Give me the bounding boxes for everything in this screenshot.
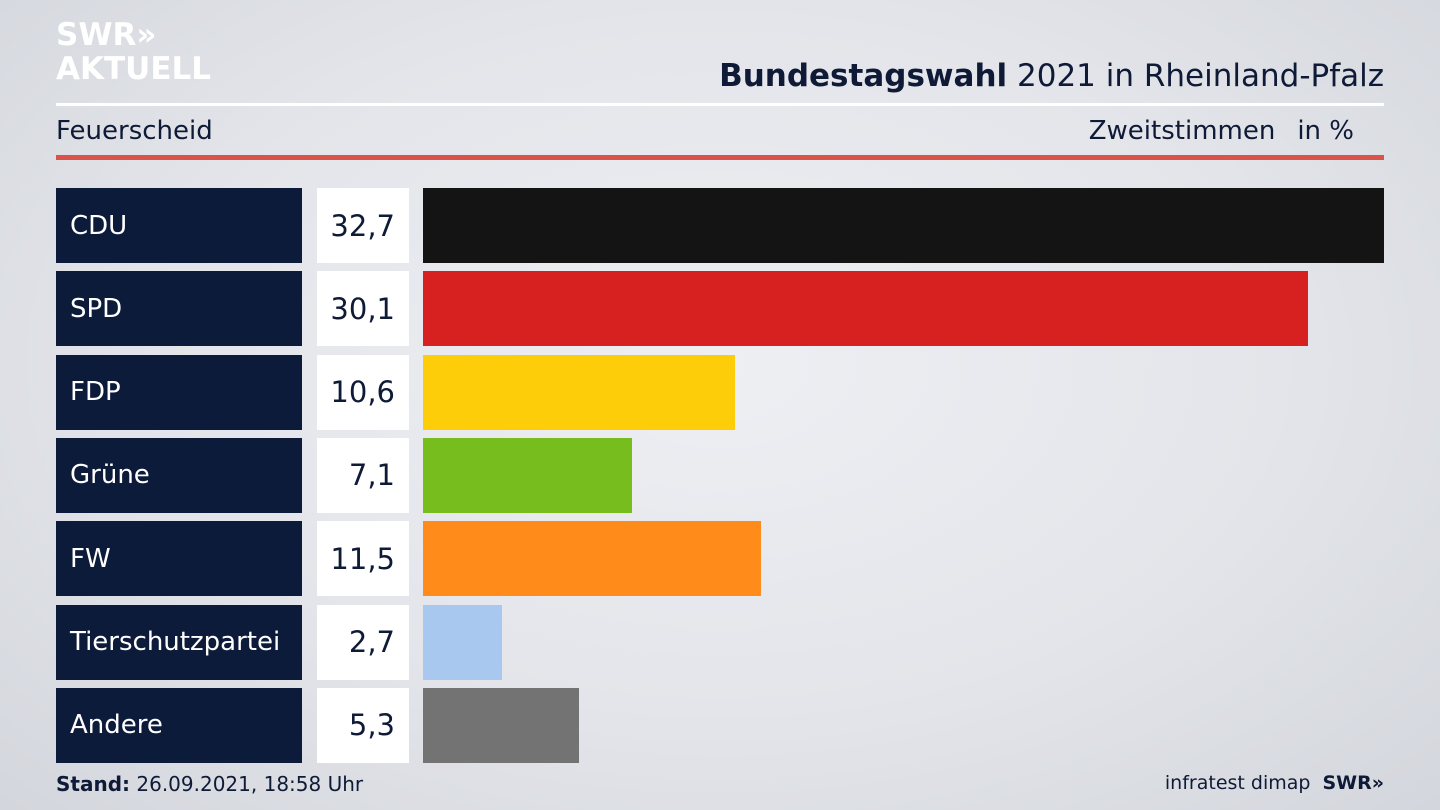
swr-aktuell-logo: SWR» AKTUELL bbox=[56, 18, 211, 86]
category-label: Grüne bbox=[56, 437, 302, 513]
category-label: FW bbox=[56, 521, 302, 597]
value-label: 10,6 bbox=[317, 354, 409, 430]
header-divider bbox=[56, 103, 1384, 106]
category-label: Tierschutzpartei bbox=[56, 604, 302, 680]
bar bbox=[423, 604, 502, 680]
measure-label: Zweitstimmen bbox=[1088, 116, 1276, 146]
timestamp: Stand: 26.09.2021, 18:58 Uhr bbox=[56, 772, 363, 796]
value-label: 7,1 bbox=[317, 437, 409, 513]
category-label: SPD bbox=[56, 271, 302, 347]
value-label: 5,3 bbox=[317, 687, 409, 763]
value-label: 30,1 bbox=[317, 271, 409, 347]
bar bbox=[423, 437, 632, 513]
stand-label: Stand: bbox=[56, 772, 131, 796]
source-credit: infratest dimap SWR» bbox=[1165, 772, 1384, 794]
headline-bold: Bundestagswahl bbox=[719, 58, 1008, 94]
logo-line-2: AKTUELL bbox=[56, 51, 212, 87]
value-label: 11,5 bbox=[317, 521, 409, 597]
bar bbox=[423, 521, 761, 597]
headline-rest: 2021 in Rheinland-Pfalz bbox=[1007, 58, 1384, 94]
measure-label-group: Zweitstimmen in % bbox=[1089, 116, 1354, 146]
swr-brand-logo: SWR» bbox=[1322, 772, 1384, 794]
bar bbox=[423, 354, 735, 430]
unit-label: in % bbox=[1297, 116, 1354, 146]
location-label: Feuerscheid bbox=[56, 116, 213, 146]
value-label: 32,7 bbox=[317, 188, 409, 263]
bar bbox=[423, 687, 579, 763]
category-label: FDP bbox=[56, 354, 302, 430]
accent-divider bbox=[56, 155, 1384, 160]
source-label: infratest dimap bbox=[1164, 772, 1311, 794]
stand-value: 26.09.2021, 18:58 Uhr bbox=[130, 772, 364, 796]
bar bbox=[423, 271, 1308, 347]
logo-line-1: SWR» bbox=[56, 17, 157, 53]
category-label: Andere bbox=[56, 687, 302, 763]
value-label: 2,7 bbox=[317, 604, 409, 680]
chart-headline: Bundestagswahl 2021 in Rheinland-Pfalz bbox=[719, 58, 1384, 94]
bar bbox=[423, 188, 1384, 263]
category-label: CDU bbox=[56, 188, 302, 263]
